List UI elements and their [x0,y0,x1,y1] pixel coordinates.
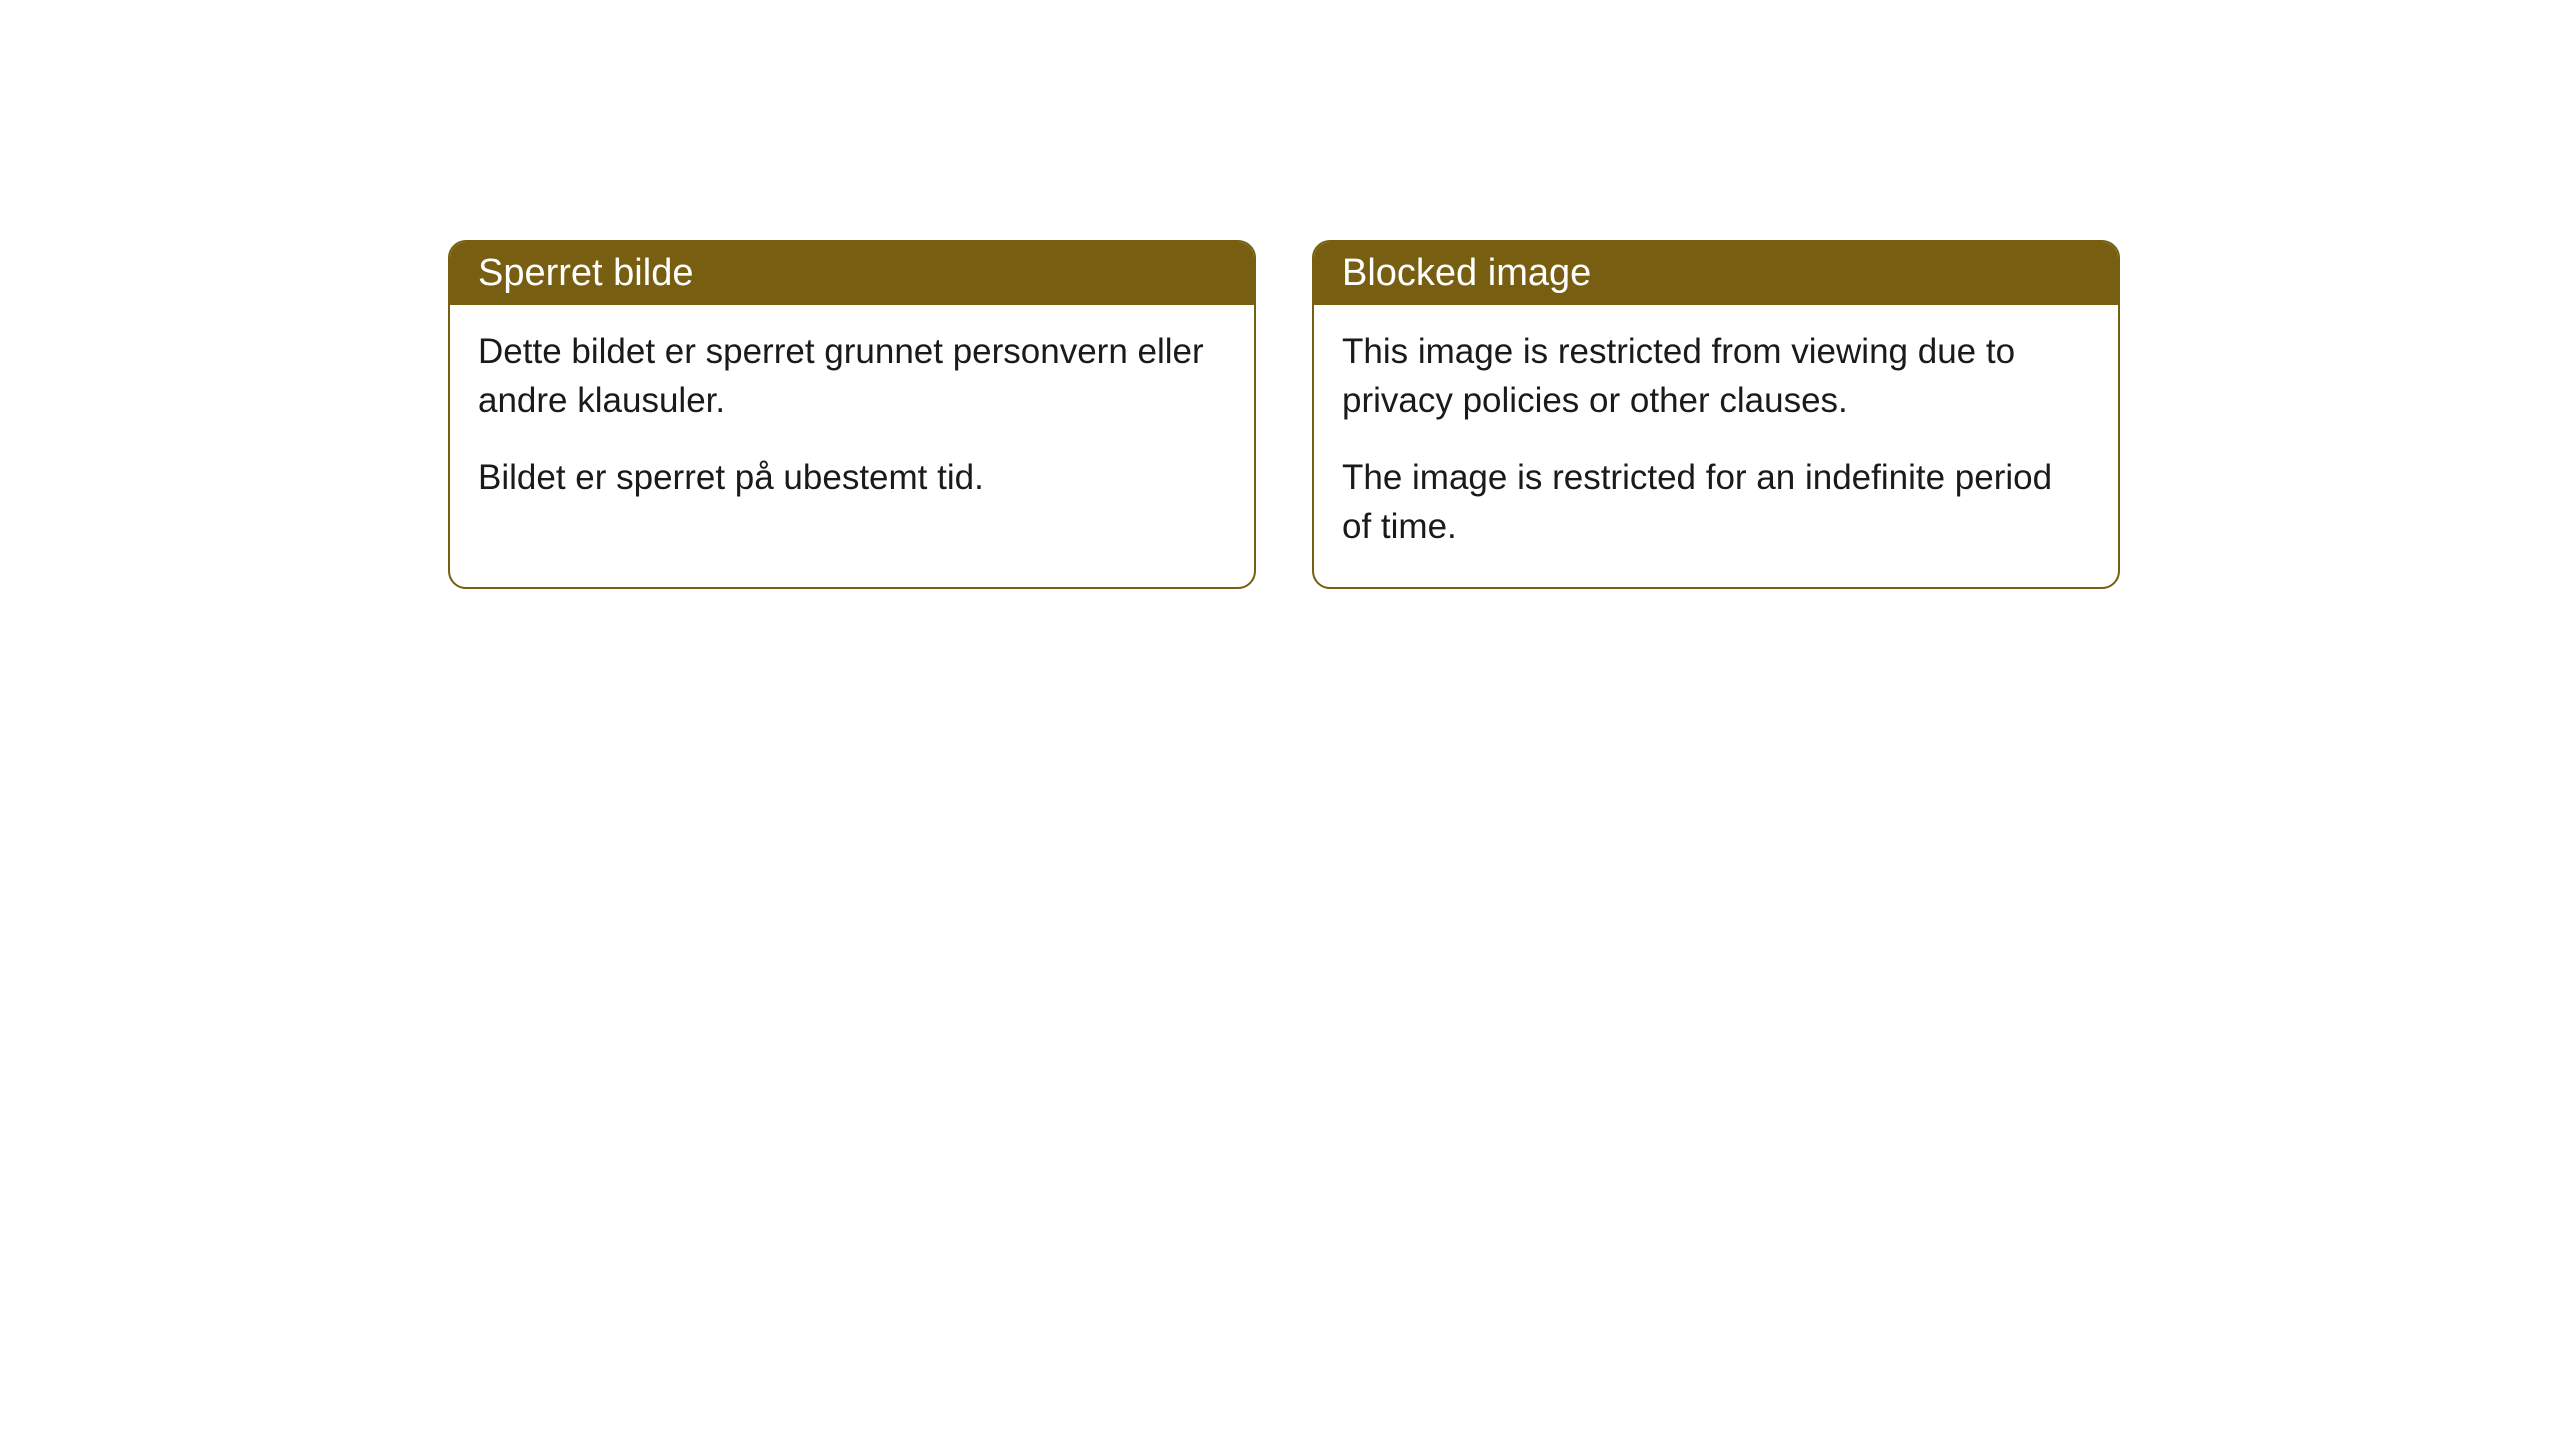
card-paragraph-2-norwegian: Bildet er sperret på ubestemt tid. [478,453,1226,502]
card-title-norwegian: Sperret bilde [478,252,693,294]
notice-card-norwegian: Sperret bilde Dette bildet er sperret gr… [448,240,1256,589]
card-paragraph-1-english: This image is restricted from viewing du… [1342,327,2090,425]
card-title-english: Blocked image [1342,252,1591,294]
card-paragraph-2-english: The image is restricted for an indefinit… [1342,453,2090,551]
notice-cards-container: Sperret bilde Dette bildet er sperret gr… [448,240,2120,589]
card-body-norwegian: Dette bildet er sperret grunnet personve… [450,305,1254,538]
card-header-norwegian: Sperret bilde [450,242,1254,305]
card-paragraph-1-norwegian: Dette bildet er sperret grunnet personve… [478,327,1226,425]
card-header-english: Blocked image [1314,242,2118,305]
card-body-english: This image is restricted from viewing du… [1314,305,2118,587]
notice-card-english: Blocked image This image is restricted f… [1312,240,2120,589]
